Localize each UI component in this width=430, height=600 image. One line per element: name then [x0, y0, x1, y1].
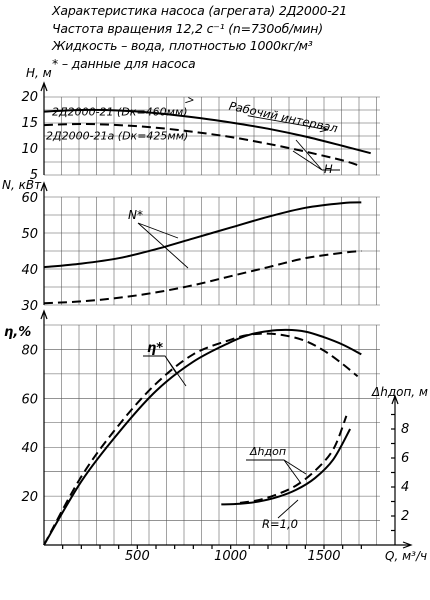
- efficiency-curve-solid: [43, 328, 362, 546]
- h-curve-label: H: [324, 162, 333, 176]
- head-curve-dashed: [43, 122, 358, 167]
- n-axis-label: N, кВт: [2, 178, 42, 192]
- series-label-425: 2Д2000-21а (Dк=425мм): [46, 129, 188, 142]
- r-leader: [277, 499, 299, 519]
- head-curve-solid: [43, 108, 371, 155]
- npsh-tick-label: 6: [401, 451, 409, 466]
- h-tick-label: 10: [21, 142, 38, 157]
- eta-leader: [143, 355, 187, 387]
- n-tick-label: 30: [21, 299, 38, 314]
- x-tick-label: 1000: [214, 549, 247, 564]
- npsh-curve-dashed: [239, 415, 348, 504]
- eta-tick-label: 60: [21, 392, 38, 407]
- h-tick-label: 5: [30, 168, 38, 183]
- n-leader: [137, 222, 189, 269]
- npsh-axis-label: Δhдоп, м: [371, 385, 428, 399]
- x-axis-label: Q, м³/ч: [385, 549, 427, 563]
- y-axis-arrow: [40, 309, 48, 320]
- n-tick-label: 40: [21, 263, 38, 278]
- npsh-curve-label: Δhдоп: [249, 445, 286, 458]
- interval-arrow-right: [319, 125, 328, 133]
- x-tick-label: 500: [125, 549, 150, 564]
- x-tick-label: 1500: [307, 549, 340, 564]
- eta-tick-label: 80: [21, 343, 38, 358]
- power-curve-dashed: [43, 250, 362, 305]
- npsh-tick-label: 2: [401, 509, 409, 524]
- n-tick-label: 60: [21, 191, 38, 206]
- header-title: Характеристика насоса (агрегата) 2Д2000-…: [52, 3, 348, 18]
- interval-bracket: [247, 115, 328, 131]
- n-curve-label: N*: [128, 208, 143, 222]
- npsh-leader: [246, 459, 307, 483]
- n-tick-label: 50: [21, 227, 38, 242]
- annotations: 2Д2000-21 (Dк=460мм) 2Д2000-21а (Dк=425мм…: [46, 97, 340, 531]
- npsh-tick-label: 4: [401, 480, 409, 495]
- h-tick-label: 20: [21, 90, 38, 105]
- interval-arrow-left: [185, 97, 194, 104]
- h-axis-label: H, м: [26, 66, 52, 80]
- chart-header: Характеристика насоса (агрегата) 2Д2000-…: [52, 2, 422, 72]
- eta-curve-label: η*: [147, 341, 163, 356]
- h-tick-label: 15: [21, 116, 38, 131]
- header-liquid: Жидкость – вода, плотностью 1000кг/м³: [52, 38, 313, 53]
- efficiency-curve-dashed: [43, 332, 359, 546]
- x-axis-arrow: [402, 541, 413, 549]
- working-interval-label: Рабочий интервал: [228, 99, 340, 136]
- eta-axis-label: η,%: [4, 325, 31, 340]
- axes: [40, 81, 413, 549]
- eta-tick-label: 40: [21, 441, 38, 456]
- r-value-label: R=1,0: [262, 517, 298, 531]
- series-label-460: 2Д2000-21 (Dк=460мм): [52, 106, 188, 119]
- h-leader: [292, 139, 340, 171]
- header-footnote: * – данные для насоса: [52, 55, 196, 71]
- npsh-curve-solid: [221, 428, 351, 506]
- npsh-axis-arrow: [391, 394, 399, 405]
- y-axis-arrow: [40, 181, 48, 192]
- curves: [43, 108, 371, 546]
- header-speed: Частота вращения 12,2 с⁻¹ (n=730об/мин): [52, 20, 323, 36]
- power-curve-solid: [43, 201, 362, 269]
- eta-tick-label: 20: [21, 490, 38, 505]
- y-axis-arrow: [40, 81, 48, 92]
- npsh-tick-label: 8: [401, 422, 409, 437]
- grid: [43, 96, 380, 546]
